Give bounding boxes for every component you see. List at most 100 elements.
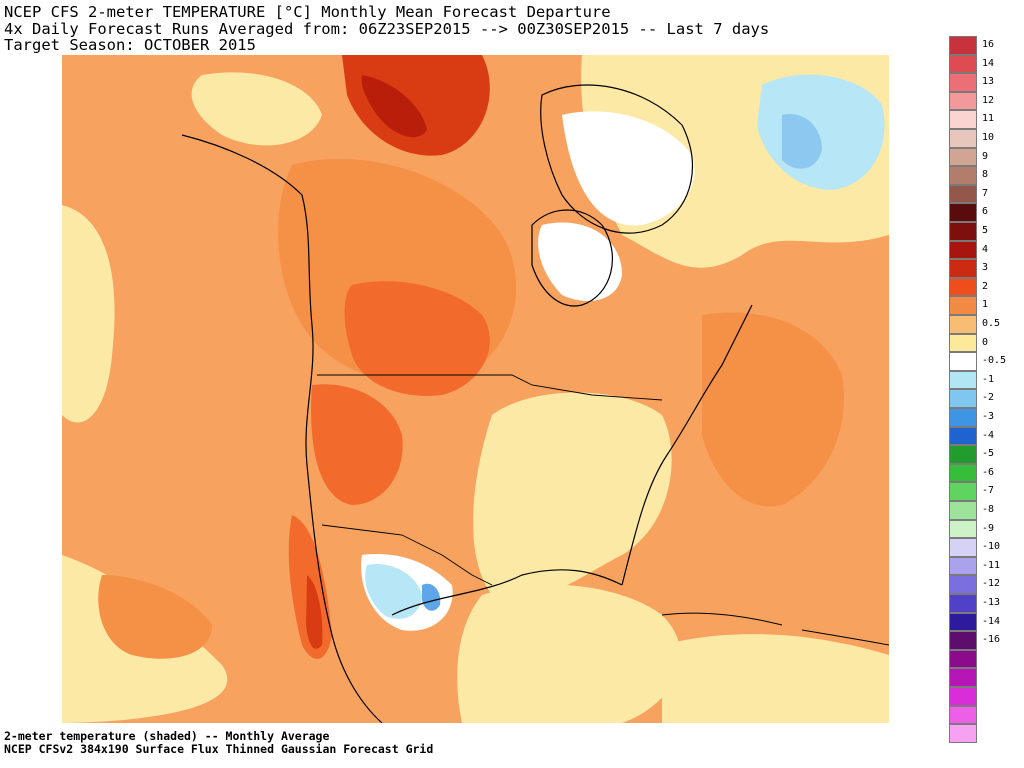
legend-label: -6 xyxy=(982,466,995,478)
legend-label: 11 xyxy=(982,113,995,125)
legend-label: -13 xyxy=(982,597,1001,608)
legend-swatch xyxy=(949,538,977,557)
legend-label: 1 xyxy=(982,299,989,311)
legend-swatch xyxy=(949,389,977,408)
map-canvas xyxy=(62,55,889,723)
legend-label: -16 xyxy=(982,634,1001,646)
legend-label: 10 xyxy=(982,132,995,143)
legend-label: 12 xyxy=(982,94,995,106)
legend-label: -10 xyxy=(982,541,1001,553)
footer-line-1: 2-meter temperature (shaded) -- Monthly … xyxy=(4,729,330,743)
legend-swatch xyxy=(949,315,977,334)
legend-label: 13 xyxy=(982,76,995,88)
legend-swatch xyxy=(949,296,977,315)
legend-swatch xyxy=(949,333,977,353)
legend-swatch xyxy=(949,501,977,520)
anomaly-warm-atlantic xyxy=(702,312,844,507)
border-us-mexico xyxy=(321,524,493,586)
coastline-atlantic xyxy=(621,304,753,586)
title-line-3: Target Season: OCTOBER 2015 xyxy=(4,36,256,54)
legend-label: -14 xyxy=(982,615,1001,627)
legend-swatch xyxy=(949,631,977,650)
legend-label: -1 xyxy=(982,373,995,385)
legend-label: -0.5 xyxy=(982,355,1007,367)
legend-swatch xyxy=(949,203,977,222)
legend-swatch xyxy=(949,277,977,297)
anomaly-white-greenland xyxy=(562,111,695,226)
legend-swatch xyxy=(949,687,977,706)
anomaly-warmer-canada xyxy=(344,281,490,396)
legend-swatch xyxy=(949,575,977,594)
legend-swatch xyxy=(949,445,977,464)
border-us-canada xyxy=(317,374,663,401)
legend-swatch xyxy=(949,91,977,111)
legend-label: -8 xyxy=(982,504,995,515)
anomaly-near-zero-west xyxy=(62,205,115,423)
anomaly-white-hudson-bay xyxy=(538,222,622,301)
legend-swatch xyxy=(949,259,977,278)
anomaly-near-zero-caribbean xyxy=(662,634,889,723)
legend-swatch xyxy=(949,668,977,687)
anomaly-warm-pacific xyxy=(98,575,212,659)
caribbean-islands xyxy=(661,612,889,646)
anomaly-colder-southwest xyxy=(422,583,441,611)
legend-swatch xyxy=(949,147,977,167)
legend-label: 16 xyxy=(982,39,995,50)
legend-label: 3 xyxy=(982,262,989,274)
legend-label: 6 xyxy=(982,206,989,218)
legend-label: -5 xyxy=(982,448,995,460)
anomaly-colder-atlantic xyxy=(782,114,822,169)
legend-label: 5 xyxy=(982,225,989,236)
legend-label: 14 xyxy=(982,57,995,69)
title-line-1: NCEP CFS 2-meter TEMPERATURE [°C] Monthl… xyxy=(4,3,611,21)
legend-label: -2 xyxy=(982,392,995,404)
legend-swatch xyxy=(949,184,977,204)
legend-swatch xyxy=(949,463,977,483)
legend-swatch xyxy=(949,222,977,241)
legend-swatch xyxy=(949,240,977,260)
legend-swatch xyxy=(949,705,977,725)
legend-swatch xyxy=(949,352,977,371)
coastline-gulf xyxy=(391,569,623,616)
legend-swatch xyxy=(949,54,977,74)
legend-label: -12 xyxy=(982,578,1001,590)
legend-swatch xyxy=(949,724,977,743)
anomaly-warm-western-us xyxy=(311,384,403,505)
legend-swatch xyxy=(949,649,977,669)
anomaly-cold-southwest xyxy=(365,564,422,619)
legend-swatch xyxy=(949,370,977,390)
legend-swatch xyxy=(949,166,977,185)
legend-swatch xyxy=(949,519,977,539)
legend-label: 8 xyxy=(982,169,989,181)
legend-label: 2 xyxy=(982,280,989,292)
legend-label: 4 xyxy=(982,243,989,255)
legend-swatch xyxy=(949,408,977,427)
legend-label: 9 xyxy=(982,150,989,162)
legend-label: -9 xyxy=(982,522,995,534)
legend-swatch xyxy=(949,612,977,632)
coastline-greenland xyxy=(540,84,693,234)
title-line-2: 4x Daily Forecast Runs Averaged from: 06… xyxy=(4,20,770,38)
legend-label: -4 xyxy=(982,429,995,441)
legend-swatch xyxy=(949,556,977,576)
legend-label: 7 xyxy=(982,187,989,199)
anomaly-near-zero-southeast-us xyxy=(473,392,672,601)
legend-label: -11 xyxy=(982,559,1001,571)
legend-swatch xyxy=(949,594,977,613)
anomaly-hot-baja xyxy=(306,575,323,649)
coastline-pacific xyxy=(181,134,383,723)
anomaly-near-zero-gulf xyxy=(457,584,681,723)
legend-swatch xyxy=(949,482,977,501)
anomaly-hottest-arctic xyxy=(361,75,427,138)
legend-swatch xyxy=(949,426,977,446)
legend-swatch xyxy=(949,110,977,129)
legend-label: 0.5 xyxy=(982,318,1001,329)
legend-label: -3 xyxy=(982,411,995,422)
legend-label: -7 xyxy=(982,485,995,497)
legend-swatch xyxy=(949,73,977,92)
temperature-anomaly-map xyxy=(62,55,889,723)
anomaly-near-zero-alaska xyxy=(191,72,322,146)
legend-swatch xyxy=(949,129,977,148)
legend-swatch xyxy=(949,36,977,55)
coastline-hudson-bay xyxy=(531,209,613,307)
